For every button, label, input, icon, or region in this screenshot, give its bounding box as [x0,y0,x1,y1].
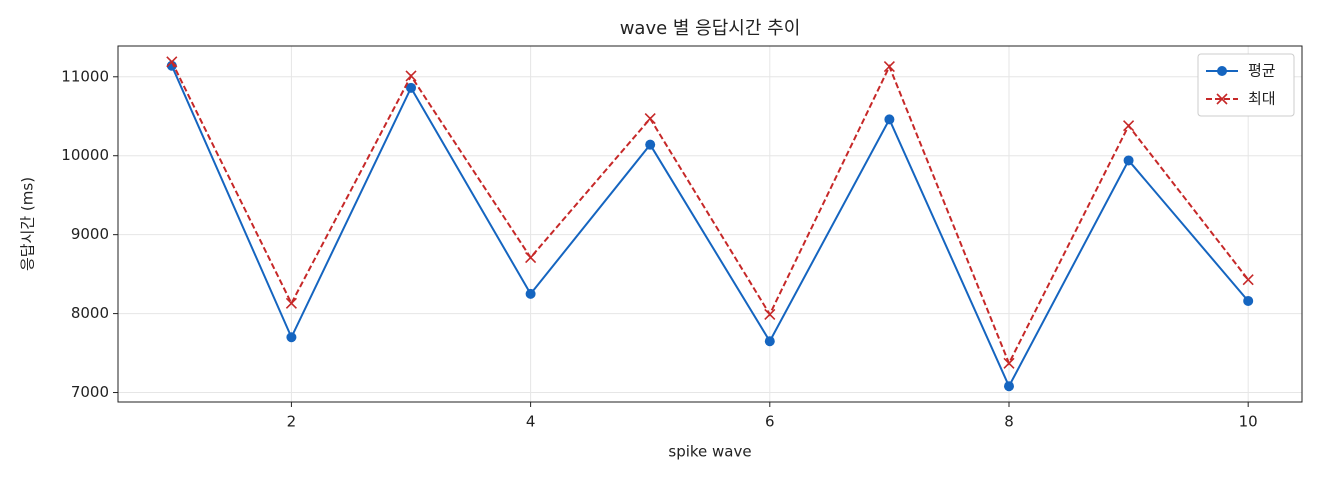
x-tick-label: 4 [526,413,536,431]
x-tick-label: 6 [765,413,775,431]
chart-title: wave 별 응답시간 추이 [620,18,801,39]
marker [1003,381,1014,392]
series-line [170,65,1249,389]
legend-box [1197,53,1295,117]
marker [525,251,537,264]
marker [764,336,775,347]
y-tick-label: 7000 [71,383,109,401]
y-tick-label: 8000 [71,304,109,322]
marker [1216,93,1228,105]
y-tick-label: 11000 [61,67,109,85]
marker [1242,274,1254,286]
marker [166,56,178,68]
x-tick-label: 2 [287,413,297,431]
marker [764,308,776,320]
x-tick-label: 8 [1004,413,1014,431]
marker [1123,155,1134,166]
marker [406,82,417,93]
series-line [170,61,1249,366]
marker [645,139,656,150]
x-axis-label: spike wave [668,443,751,461]
marker [286,332,297,343]
plot-frame [117,45,1303,403]
marker [525,288,536,299]
y-tick-label: 10000 [61,146,109,164]
marker [883,60,895,73]
marker [1003,357,1015,369]
y-axis-label: 응답시간 (ms) [19,177,37,271]
marker [1123,120,1135,132]
marker [1217,66,1227,76]
marker [1243,295,1254,306]
marker [644,113,656,125]
legend-label: 평균 [1248,62,1276,80]
marker [405,70,417,82]
legend-label: 최대 [1248,90,1276,108]
marker [285,297,297,309]
x-tick-label: 10 [1239,413,1258,431]
marker [884,114,895,125]
y-tick-label: 9000 [71,225,109,243]
